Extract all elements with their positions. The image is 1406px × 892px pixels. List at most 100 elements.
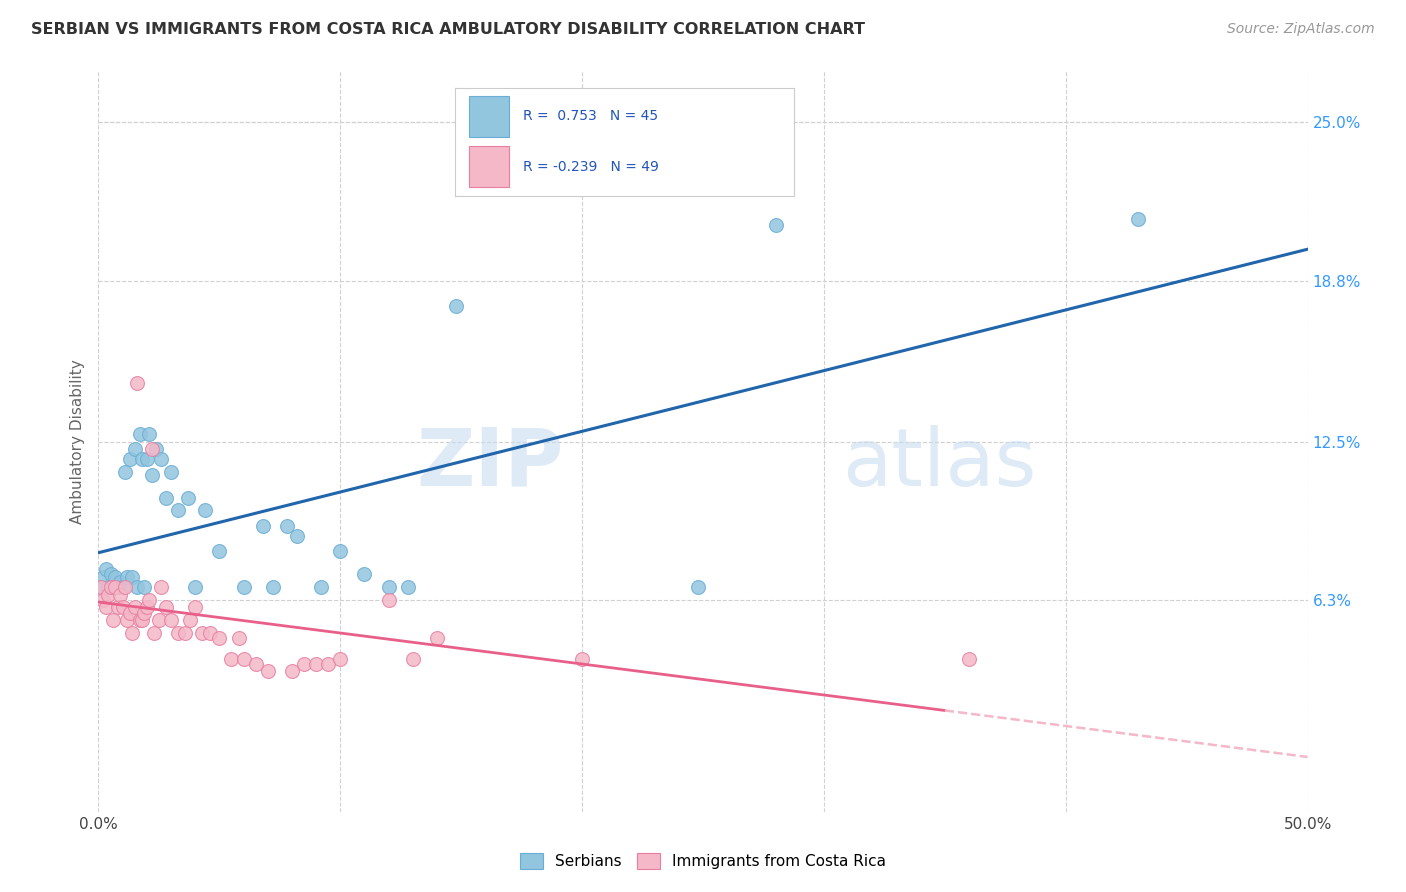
Point [179, 613, 201, 627]
Point [134, 580, 156, 594]
Point [245, 657, 267, 671]
Point [138, 426, 160, 441]
Point [208, 544, 231, 558]
Y-axis label: Ambulatory Disability: Ambulatory Disability [69, 359, 84, 524]
Point [765, 218, 787, 232]
Point [121, 626, 143, 640]
Point [97, 588, 120, 602]
Point [90, 580, 112, 594]
Point [91, 570, 114, 584]
Point [292, 657, 315, 671]
Point [150, 452, 173, 467]
Point [329, 651, 352, 665]
Point [155, 600, 177, 615]
Point [191, 626, 214, 640]
Point [377, 580, 399, 594]
Point [124, 600, 146, 615]
Point [138, 592, 160, 607]
Point [252, 518, 274, 533]
Point [134, 606, 156, 620]
Point [114, 580, 136, 594]
Point [232, 580, 254, 594]
Point [148, 613, 170, 627]
Point [124, 442, 146, 457]
Point [177, 491, 200, 505]
Point [305, 657, 328, 671]
Point [131, 613, 153, 627]
Point [150, 580, 173, 594]
Point [688, 580, 710, 594]
Point [208, 631, 231, 645]
Point [104, 570, 127, 584]
Point [100, 580, 122, 594]
Point [100, 567, 122, 582]
Point [957, 651, 980, 665]
Point [111, 600, 134, 615]
Point [426, 631, 449, 645]
Point [396, 580, 419, 594]
Point [446, 299, 468, 313]
Point [571, 651, 593, 665]
Point [256, 665, 278, 679]
Point [143, 626, 166, 640]
Point [281, 665, 304, 679]
Point [141, 467, 163, 482]
Point [1128, 212, 1150, 227]
Point [228, 631, 250, 645]
Point [118, 452, 141, 467]
Point [194, 503, 217, 517]
Point [107, 580, 129, 594]
Point [91, 592, 114, 607]
Point [135, 452, 157, 467]
Text: SERBIAN VS IMMIGRANTS FROM COSTA RICA AMBULATORY DISABILITY CORRELATION CHART: SERBIAN VS IMMIGRANTS FROM COSTA RICA AM… [31, 22, 865, 37]
Point [118, 606, 141, 620]
Point [174, 626, 197, 640]
Point [135, 600, 157, 615]
Point [131, 452, 153, 467]
Point [160, 613, 183, 627]
Point [232, 651, 254, 665]
Point [104, 580, 127, 594]
Point [141, 442, 163, 457]
Point [184, 580, 207, 594]
Point [329, 544, 352, 558]
Point [97, 580, 120, 594]
Point [316, 657, 339, 671]
Point [262, 580, 284, 594]
Point [353, 567, 375, 582]
Legend: Serbians, Immigrants from Costa Rica: Serbians, Immigrants from Costa Rica [513, 847, 893, 875]
Point [121, 570, 143, 584]
Point [145, 442, 167, 457]
Point [108, 588, 131, 602]
Point [276, 518, 298, 533]
Point [101, 613, 124, 627]
Text: Source: ZipAtlas.com: Source: ZipAtlas.com [1227, 22, 1375, 37]
Point [108, 574, 131, 589]
Point [114, 465, 136, 479]
Point [101, 580, 124, 594]
Point [377, 592, 399, 607]
Text: atlas: atlas [842, 425, 1036, 503]
Point [94, 562, 117, 576]
Point [94, 600, 117, 615]
Point [160, 465, 183, 479]
Point [198, 626, 221, 640]
Point [107, 600, 129, 615]
Text: ZIP: ZIP [416, 425, 564, 503]
Point [309, 580, 332, 594]
Point [285, 529, 308, 543]
Point [128, 613, 150, 627]
Point [117, 570, 139, 584]
Point [90, 580, 112, 594]
Point [221, 651, 243, 665]
Point [128, 426, 150, 441]
Point [184, 600, 207, 615]
Point [127, 580, 149, 594]
Point [111, 580, 134, 594]
Point [127, 376, 149, 390]
Point [117, 613, 139, 627]
Point [167, 503, 190, 517]
Point [155, 491, 177, 505]
Point [167, 626, 190, 640]
Point [402, 651, 425, 665]
